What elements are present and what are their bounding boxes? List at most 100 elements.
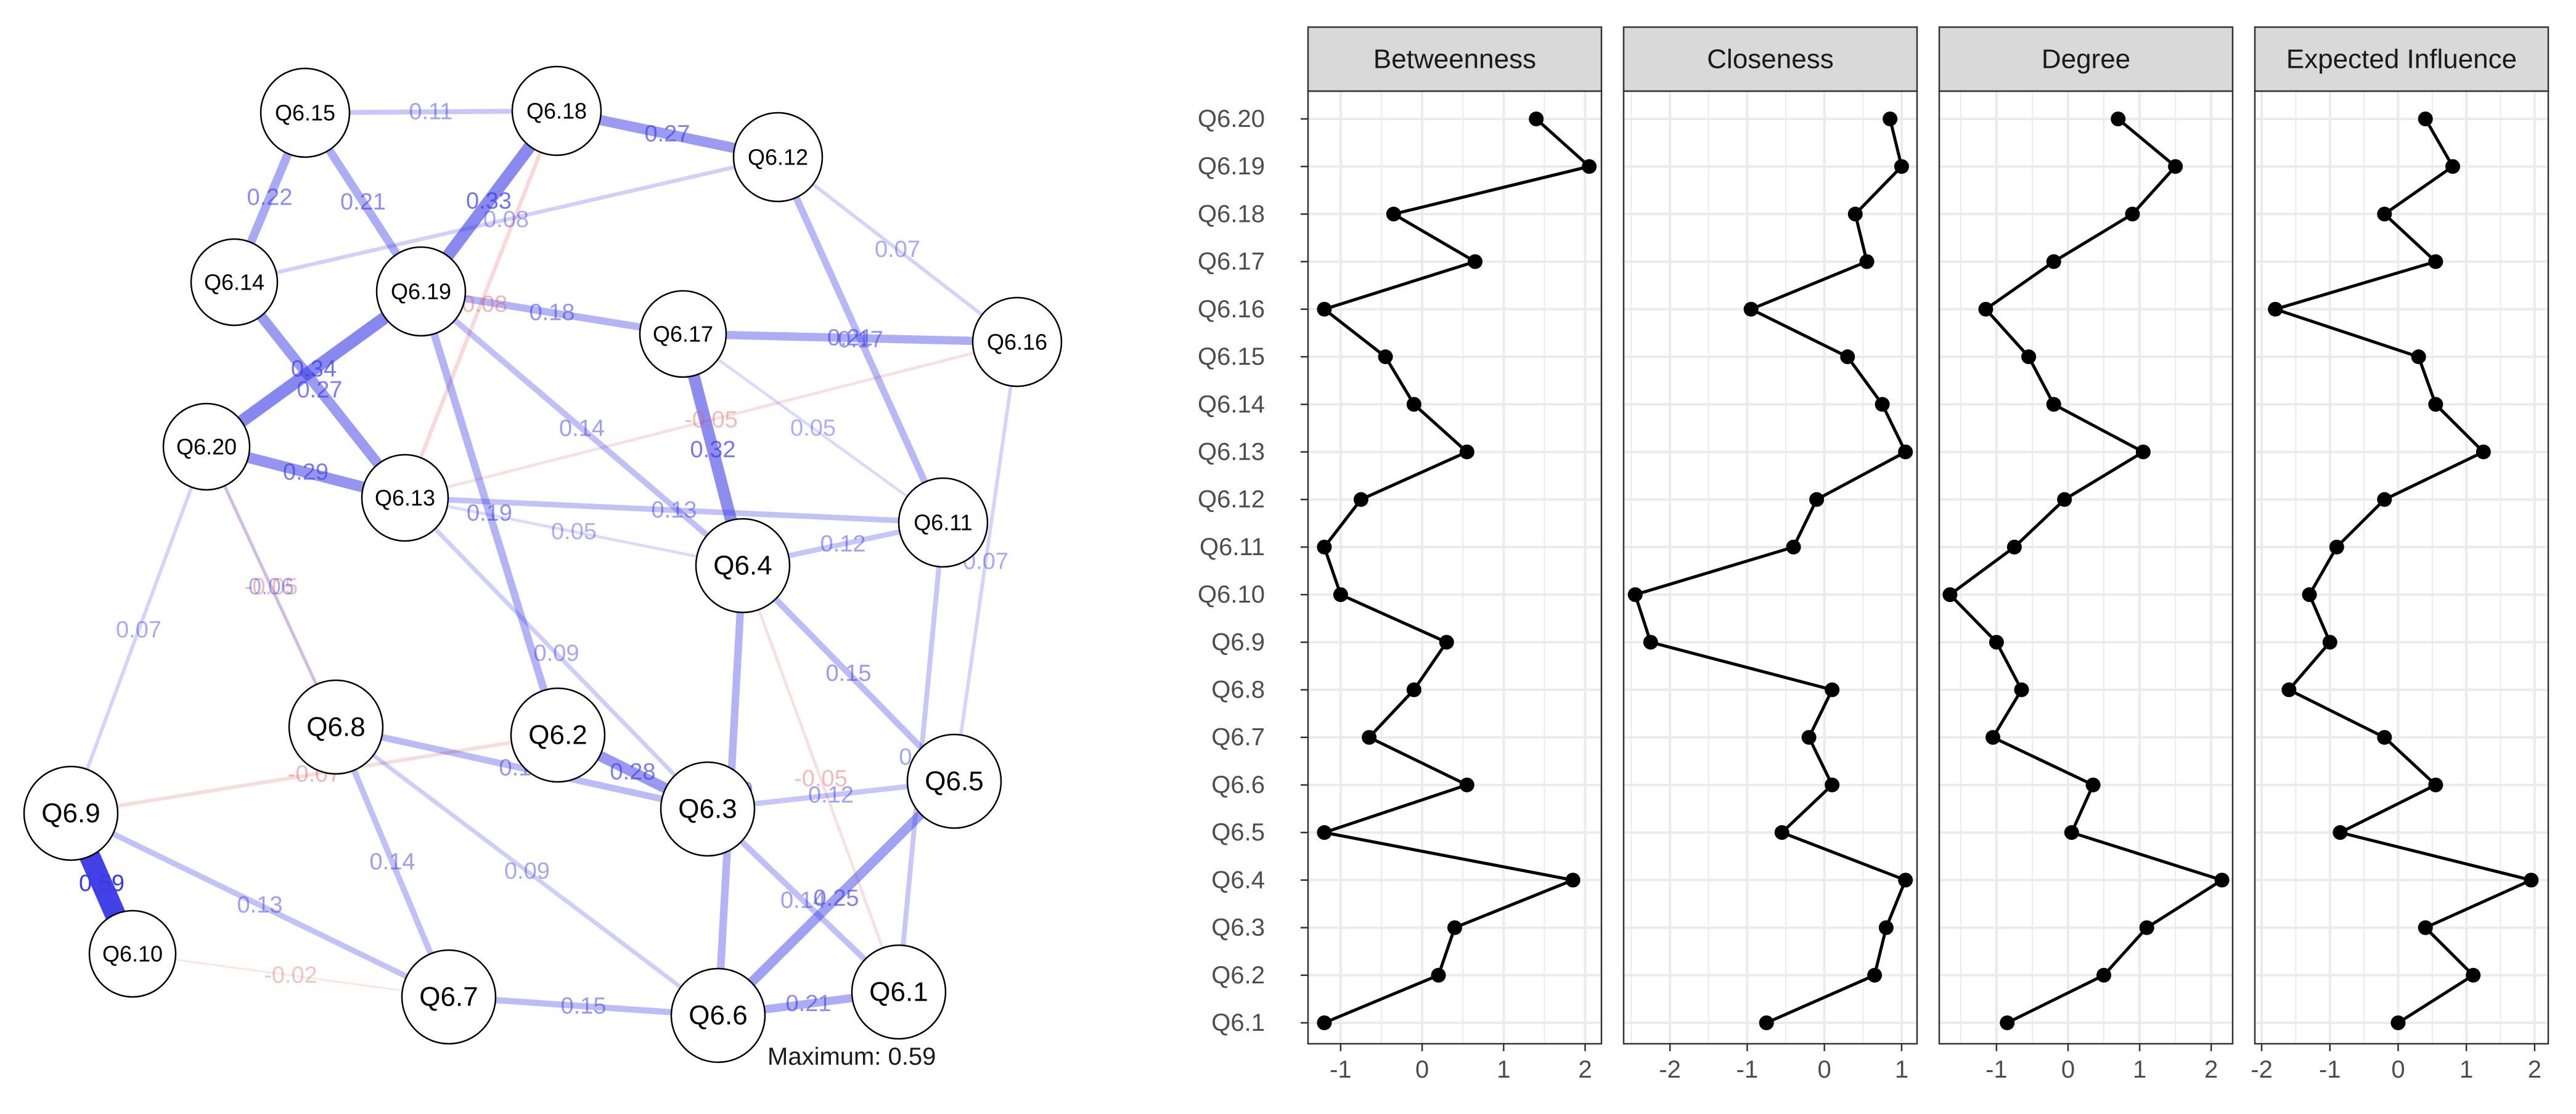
- data-point: [2411, 349, 2426, 365]
- data-point: [2428, 777, 2443, 792]
- network-node: Q6.18: [511, 65, 602, 157]
- x-tick-label: 0: [1818, 1056, 1831, 1083]
- panel-background: [2255, 91, 2548, 1044]
- data-point: [2445, 159, 2461, 174]
- network-edge: [403, 495, 710, 811]
- network-edge: [417, 287, 562, 739]
- network-edge: [333, 725, 721, 1018]
- network-edge: [403, 108, 559, 500]
- y-tick-label: Q6.11: [1200, 534, 1265, 561]
- y-tick-label: Q6.4: [1211, 866, 1265, 893]
- x-tick-label: 0: [1415, 1056, 1429, 1083]
- data-point: [2085, 777, 2101, 792]
- network-node: Q6.6: [670, 967, 766, 1063]
- panel-border: [1938, 90, 2234, 1045]
- network-node-label: Q6.20: [176, 434, 237, 460]
- data-point: [2377, 492, 2392, 507]
- network-node-label: Q6.14: [204, 270, 264, 295]
- network-node-label: Q6.17: [653, 322, 713, 347]
- data-point: [1840, 349, 1855, 365]
- network-edge: [776, 155, 1019, 344]
- network-edge: [68, 810, 452, 1000]
- data-point: [1459, 777, 1474, 792]
- data-point: [2329, 539, 2344, 555]
- x-tick-label: 0: [2061, 1056, 2075, 1083]
- network-edge-label: 0.32: [690, 437, 736, 463]
- network-edge: [332, 723, 711, 813]
- facet-strip: [1938, 26, 2234, 92]
- data-point: [2333, 825, 2348, 840]
- network-edge-label: 0.13: [237, 892, 283, 918]
- x-tick-label: -1: [1985, 1056, 2008, 1083]
- network-edge: [69, 445, 208, 815]
- network-edge: [713, 776, 959, 1020]
- facet-panel: Expected Influence -2 -1 0 1 2: [2251, 26, 2549, 1083]
- data-point: [1774, 825, 1789, 840]
- network-maximum-caption: Maximum: 0.59: [767, 1043, 936, 1070]
- network-node-label: Q6.12: [748, 145, 808, 170]
- data-point: [2021, 349, 2037, 365]
- data-point: [1406, 682, 1421, 697]
- network-edge-label: -0.05: [684, 407, 738, 433]
- data-point: [2390, 1015, 2406, 1030]
- y-tick-label: Q6.20: [1198, 105, 1265, 132]
- data-point: [1529, 112, 1544, 126]
- y-tick-label: Q6.10: [1198, 581, 1265, 608]
- network-node: Q6.5: [906, 733, 1002, 829]
- network-edge-label: 0.09: [534, 641, 579, 667]
- data-point: [1942, 587, 1958, 603]
- facet-title: Closeness: [1707, 44, 1833, 75]
- x-tick-label: -2: [1659, 1056, 1681, 1083]
- y-tick-label: Q6.1: [1211, 1009, 1265, 1036]
- network-edge-label: 0.17: [838, 327, 883, 353]
- network-edge-label: 0.21: [786, 991, 832, 1017]
- data-point: [1439, 635, 1454, 650]
- network-node-label: Q6.4: [713, 551, 772, 581]
- y-tick-label: Q6.14: [1198, 391, 1265, 418]
- network-edge: [741, 564, 901, 994]
- data-point: [2125, 206, 2140, 222]
- panel-border: [1307, 90, 1603, 1045]
- network-edge-label: 0.28: [610, 759, 656, 785]
- data-point: [1317, 301, 1332, 317]
- facet-strip: [2254, 26, 2549, 92]
- network-edge: [232, 155, 780, 285]
- network-nodes: Q6.1 Q6.2 Q6.3 Q6.4 Q6.5 Q6.6 Q6.7 Q6.8 Q6.9 Q6.1…: [23, 65, 1063, 1063]
- network-node: Q6.14: [190, 238, 279, 327]
- network-node-label: Q6.7: [419, 982, 478, 1012]
- network-node: Q6.8: [288, 679, 384, 775]
- data-point: [2135, 444, 2151, 460]
- data-point: [1333, 587, 1348, 603]
- network-node-label: Q6.15: [275, 100, 335, 126]
- y-tick-label: Q6.7: [1211, 724, 1265, 751]
- x-tick-label: 2: [2204, 1056, 2218, 1083]
- network-edge-label: 0.21: [827, 325, 873, 351]
- data-point: [1878, 920, 1894, 935]
- network-edge-label: 0.05: [551, 519, 597, 545]
- data-point: [2377, 730, 2392, 745]
- facet-panel: Degree -1 0 1 2: [1938, 26, 2234, 1083]
- data-point: [1386, 206, 1401, 222]
- network-plot: -0.020.050.05-0.05-0.05-0.050.060.070.07…: [23, 65, 1063, 1070]
- y-tick-label: Q6.19: [1198, 153, 1265, 180]
- network-node-label: Q6.10: [102, 941, 163, 967]
- network-edge-label: 0.29: [283, 460, 329, 486]
- network-edge: [229, 277, 411, 503]
- x-tick-label: -1: [1330, 1056, 1352, 1083]
- network-edge-label: 0.08: [483, 207, 529, 233]
- panel-border: [2254, 90, 2549, 1045]
- series-line: [1322, 118, 1591, 1025]
- facet-panel: Closeness -2 -1 0 1: [1622, 26, 1918, 1083]
- network-node: Q6.11: [898, 477, 989, 568]
- panel-background: [1624, 91, 1917, 1044]
- network-edge: [681, 332, 945, 524]
- y-tick-label: Q6.8: [1211, 677, 1265, 704]
- data-point: [1867, 967, 1883, 983]
- network-node: Q6.13: [361, 453, 449, 542]
- network-node: Q6.20: [162, 402, 251, 491]
- data-point: [1406, 397, 1421, 412]
- network-edge-label: 0.13: [652, 497, 697, 523]
- y-tick-label: Q6.13: [1198, 438, 1265, 465]
- data-point: [1825, 777, 1840, 792]
- data-point: [1643, 635, 1658, 650]
